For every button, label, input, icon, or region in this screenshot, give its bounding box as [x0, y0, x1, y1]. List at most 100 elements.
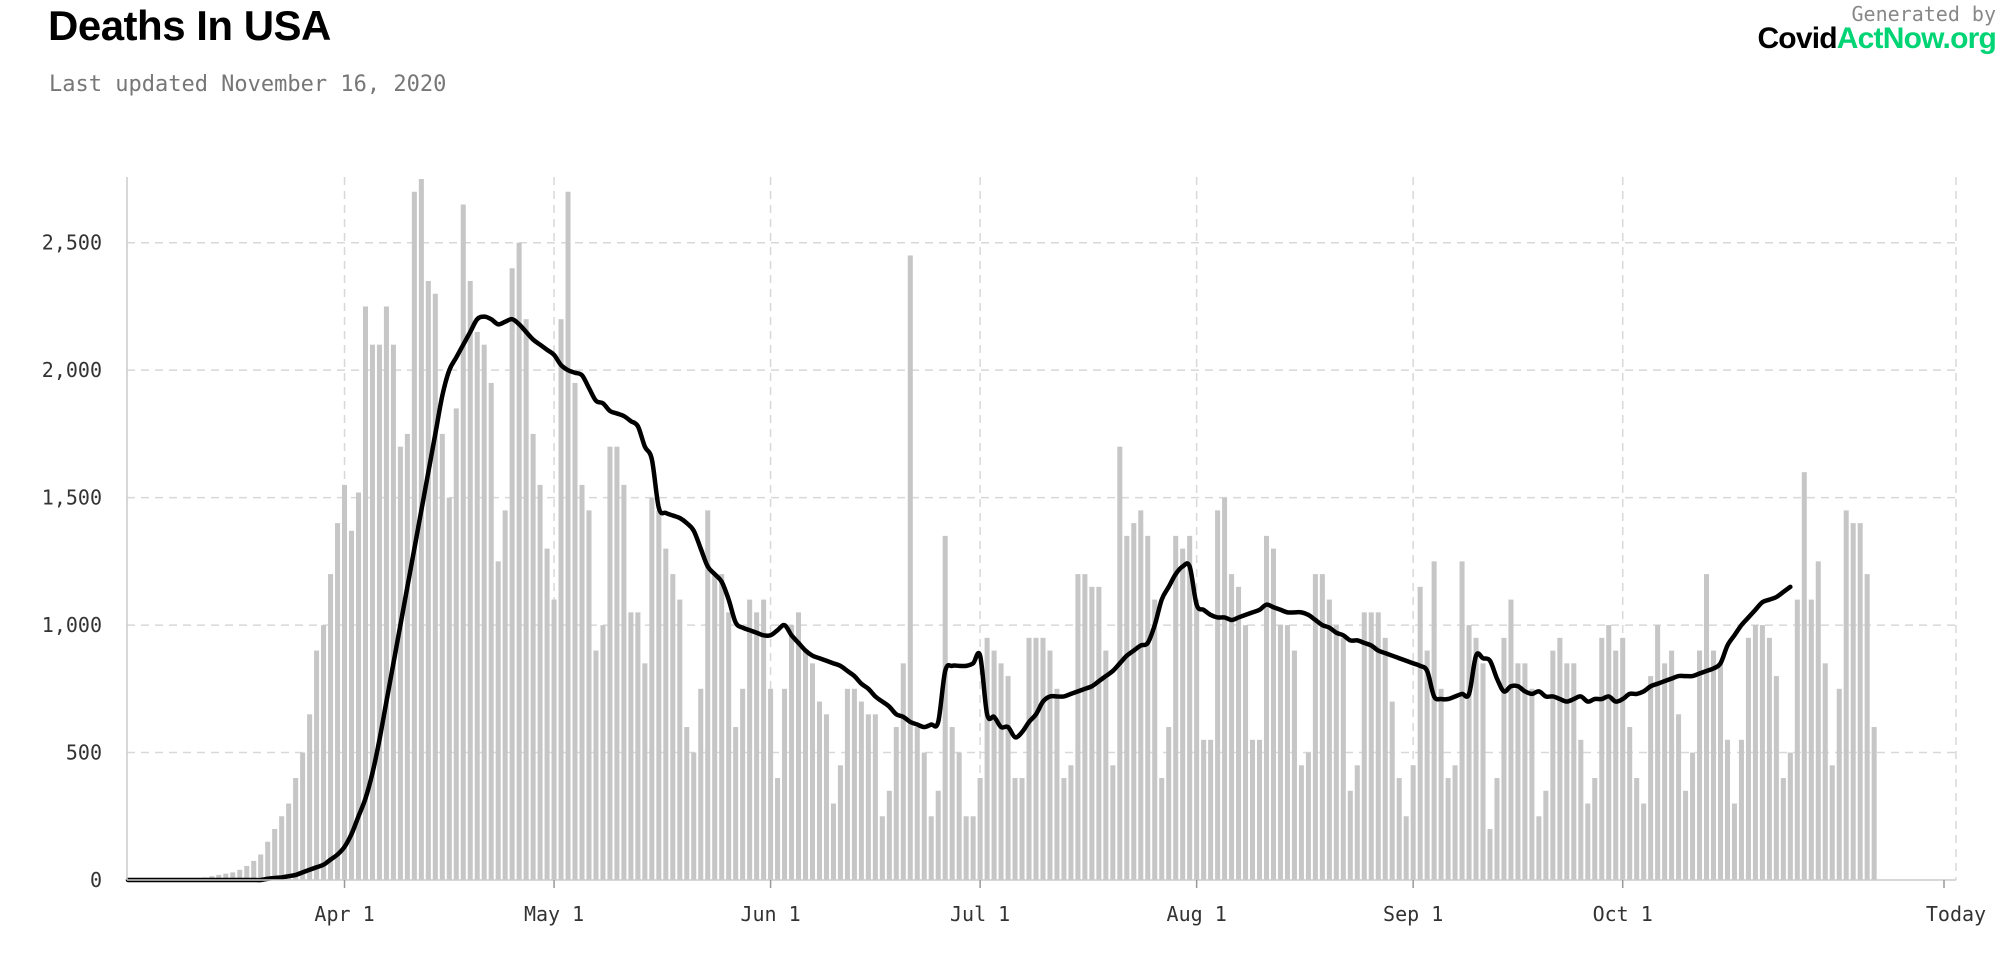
bar: [362, 306, 368, 880]
bar: [467, 280, 473, 881]
bar: [1871, 727, 1877, 880]
x-tick-label: Aug 1: [1167, 902, 1227, 926]
bar: [1270, 548, 1276, 880]
bar: [502, 510, 508, 880]
bar: [1166, 727, 1172, 880]
bar: [956, 752, 962, 880]
bar: [1054, 688, 1060, 880]
bar: [1648, 676, 1654, 880]
bar: [279, 816, 285, 880]
bar: [691, 752, 697, 880]
bar: [1445, 778, 1451, 880]
bar: [642, 663, 648, 880]
brand-logo[interactable]: CovidActNow.org: [1757, 22, 1996, 56]
bar: [1173, 535, 1179, 880]
bar: [998, 663, 1004, 880]
bar: [390, 344, 396, 880]
bar: [754, 612, 760, 880]
bar: [404, 433, 410, 880]
bar: [1585, 803, 1591, 880]
bar: [1515, 663, 1521, 880]
grid-layer: [127, 177, 1957, 880]
bar: [1333, 625, 1339, 880]
bar: [1634, 778, 1640, 880]
bar: [537, 484, 543, 880]
bar: [1522, 663, 1528, 880]
bar: [425, 280, 431, 881]
bar: [698, 688, 704, 880]
bar: [1396, 778, 1402, 880]
bar: [1040, 637, 1046, 880]
bar: [216, 874, 222, 880]
bars-layer: [153, 179, 1877, 881]
bar: [872, 714, 878, 880]
bar: [1033, 637, 1039, 880]
y-tick-label: 2,500: [42, 231, 102, 255]
bar: [1291, 650, 1297, 880]
bar: [935, 790, 941, 880]
bar: [1089, 586, 1095, 880]
bar: [530, 433, 536, 880]
chart-title: Deaths In USA: [48, 2, 331, 49]
bar: [1724, 739, 1730, 880]
bar: [586, 510, 592, 880]
y-tick-label: 500: [66, 741, 102, 765]
bar: [1508, 599, 1514, 880]
bar: [488, 382, 494, 880]
bar: [286, 803, 292, 880]
bar: [1326, 599, 1332, 880]
bar: [1012, 778, 1018, 880]
generated-by-label: Generated by: [1851, 2, 1997, 26]
bar: [1354, 765, 1360, 880]
bar: [851, 688, 857, 880]
bar: [509, 268, 515, 881]
bar: [761, 599, 767, 880]
bar: [1452, 765, 1458, 880]
bar: [1312, 574, 1318, 880]
bar: [1215, 510, 1221, 880]
series-line-7day-average: [125, 314, 1793, 883]
bar: [837, 765, 843, 880]
bar: [474, 331, 480, 880]
bar: [740, 688, 746, 880]
bar: [963, 816, 969, 880]
bar: [907, 255, 913, 881]
bar: [244, 865, 250, 880]
bar: [1822, 663, 1828, 880]
bar: [1655, 625, 1661, 880]
bar: [376, 344, 382, 880]
bar: [1662, 663, 1668, 880]
bar: [1717, 663, 1724, 880]
bar: [418, 179, 424, 880]
bar: [516, 242, 522, 881]
bar: [1138, 510, 1144, 880]
bar: [1298, 765, 1304, 880]
bar: [1487, 829, 1493, 880]
brand-logo-part1: Covid: [1757, 22, 1837, 55]
bar: [984, 637, 990, 880]
bar: [342, 484, 348, 880]
bar: [1103, 650, 1109, 880]
bar: [1592, 778, 1598, 880]
bar: [865, 714, 871, 880]
bar: [1026, 637, 1032, 880]
bar: [439, 433, 445, 880]
bar: [1815, 561, 1821, 880]
bar: [1550, 650, 1556, 880]
bar: [1347, 790, 1353, 880]
bar: [1229, 574, 1235, 880]
bar: [914, 727, 920, 880]
bar: [446, 497, 452, 880]
bar: [775, 778, 781, 880]
bar: [544, 548, 550, 880]
bar: [1145, 535, 1151, 880]
bar: [1710, 650, 1717, 880]
bar: [1459, 561, 1465, 880]
bar: [977, 778, 983, 880]
bar: [768, 688, 774, 880]
bar: [1319, 574, 1325, 880]
line-layer: [125, 314, 1793, 883]
bar: [293, 778, 299, 880]
bar: [1606, 625, 1612, 880]
bar: [272, 829, 278, 880]
